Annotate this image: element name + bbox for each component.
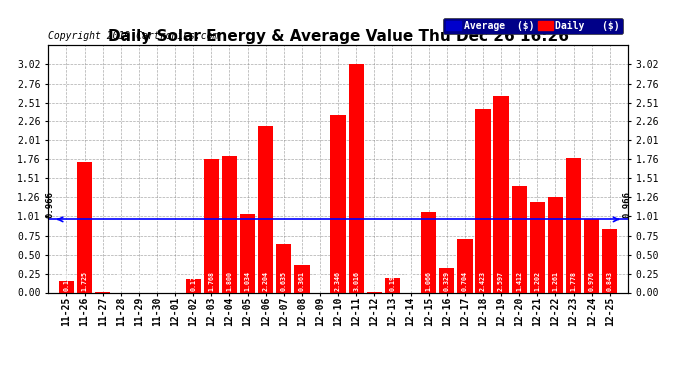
Text: 0.976: 0.976 [589, 272, 595, 291]
Text: 1.800: 1.800 [226, 272, 233, 291]
Text: 0.000: 0.000 [317, 272, 323, 291]
Bar [348, 64, 364, 292]
Bar [385, 278, 400, 292]
Text: 0.843: 0.843 [607, 272, 613, 291]
Text: 1.202: 1.202 [534, 272, 540, 291]
Bar [186, 279, 201, 292]
Text: 1.768: 1.768 [208, 272, 215, 291]
Bar [584, 219, 600, 292]
Text: 0.175: 0.175 [190, 272, 196, 291]
Text: 2.204: 2.204 [263, 272, 268, 291]
Bar [421, 212, 436, 292]
Text: 0.361: 0.361 [299, 272, 305, 291]
Text: 2.597: 2.597 [498, 272, 504, 291]
Bar [59, 281, 74, 292]
Text: 0.000: 0.000 [118, 272, 124, 291]
Text: 0.704: 0.704 [462, 272, 468, 291]
Bar [530, 201, 545, 292]
Text: 0.001: 0.001 [371, 272, 377, 291]
Text: 1.725: 1.725 [81, 272, 88, 291]
Text: 3.016: 3.016 [353, 272, 359, 291]
Text: 0.000: 0.000 [172, 272, 178, 291]
Text: 0.000: 0.000 [408, 272, 413, 291]
Text: 2.346: 2.346 [335, 272, 341, 291]
Bar [221, 156, 237, 292]
Bar [475, 109, 491, 292]
Text: 1.778: 1.778 [571, 272, 577, 291]
Bar [77, 162, 92, 292]
Text: 0.000: 0.000 [154, 272, 160, 291]
Title: Daily Solar Energy & Average Value Thu Dec 26 16:26: Daily Solar Energy & Average Value Thu D… [108, 29, 569, 44]
Text: 0.000: 0.000 [136, 272, 142, 291]
Text: 0.635: 0.635 [281, 272, 287, 291]
Bar [457, 239, 473, 292]
Bar [240, 214, 255, 292]
Bar [439, 268, 455, 292]
Text: 1.261: 1.261 [553, 272, 558, 291]
Text: 0.329: 0.329 [444, 272, 450, 291]
Bar [258, 126, 273, 292]
Text: Copyright 2019 Cartronics.com: Copyright 2019 Cartronics.com [48, 32, 219, 41]
Bar [511, 186, 527, 292]
Bar [276, 244, 291, 292]
Bar [331, 115, 346, 292]
Text: 0.966: 0.966 [622, 191, 631, 218]
Bar [493, 96, 509, 292]
Text: 0.197: 0.197 [389, 272, 395, 291]
Bar [548, 197, 563, 292]
Legend: Average  ($), Daily   ($): Average ($), Daily ($) [443, 18, 623, 33]
Text: 1.066: 1.066 [426, 272, 432, 291]
Text: 0.966: 0.966 [46, 191, 55, 218]
Bar [204, 159, 219, 292]
Text: 1.034: 1.034 [244, 272, 250, 291]
Bar [602, 229, 618, 292]
Bar [566, 158, 581, 292]
Text: 0.156: 0.156 [63, 272, 70, 291]
Bar [294, 265, 310, 292]
Text: 1.412: 1.412 [516, 272, 522, 291]
Text: 2.423: 2.423 [480, 272, 486, 291]
Text: 0.009: 0.009 [99, 272, 106, 291]
